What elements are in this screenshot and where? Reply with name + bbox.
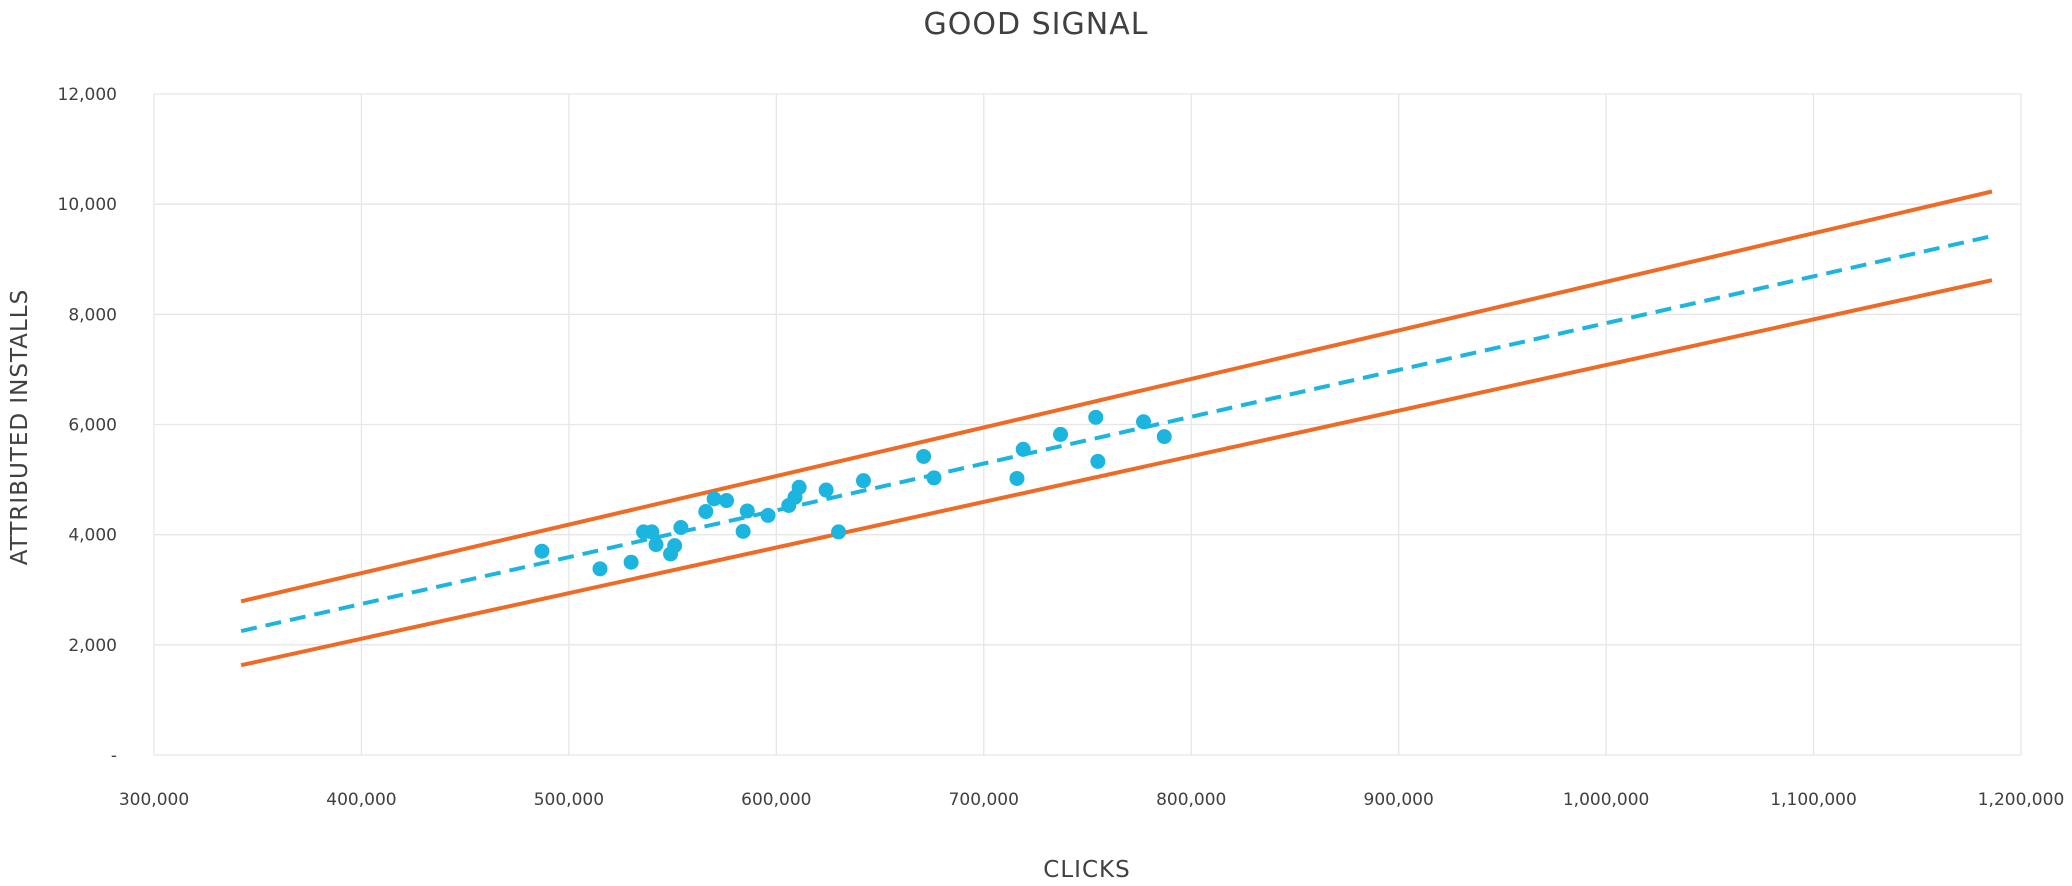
x-tick-label: 700,000: [949, 790, 1019, 810]
x-tick-label: 300,000: [119, 790, 189, 810]
y-tick-label: 10,000: [58, 195, 117, 215]
x-axis-ticks: 300,000 400,000 500,000 600,000 700,000 800,0…: [119, 790, 2064, 810]
data-point: [1090, 453, 1106, 469]
y-tick-label: -: [111, 746, 117, 766]
data-point: [1015, 441, 1031, 457]
data-point: [1053, 426, 1069, 442]
x-axis-title: CLICKS: [1043, 857, 1130, 883]
data-point: [706, 491, 722, 507]
y-tick-label: 12,000: [58, 85, 117, 105]
grid-lines: [153, 93, 2022, 756]
chart-title: GOOD SIGNAL: [924, 7, 1149, 42]
data-point: [831, 524, 847, 540]
y-tick-label: 6,000: [68, 416, 117, 436]
trend-line: [240, 234, 1993, 634]
data-point: [926, 470, 942, 486]
data-point: [667, 538, 683, 554]
data-point: [673, 520, 689, 536]
data-point: [644, 524, 660, 540]
data-point: [916, 448, 932, 464]
data-point: [739, 503, 755, 519]
x-tick-label: 1,200,000: [1978, 790, 2065, 810]
data-point: [855, 473, 871, 489]
data-point: [648, 537, 664, 553]
upper-bound-line: [240, 189, 1993, 604]
data-point: [1088, 409, 1104, 425]
lower-bound-line: [240, 278, 1993, 668]
x-tick-label: 600,000: [741, 790, 811, 810]
data-point: [698, 504, 714, 520]
y-tick-label: 8,000: [68, 305, 117, 325]
y-tick-label: 4,000: [68, 526, 117, 546]
data-point: [592, 561, 608, 577]
x-tick-label: 400,000: [326, 790, 396, 810]
data-point: [1136, 414, 1152, 430]
data-point: [534, 543, 550, 559]
data-series: [240, 189, 1993, 668]
data-point: [818, 482, 834, 498]
y-axis-title: ATTRIBUTED INSTALLS: [7, 289, 33, 565]
data-point: [791, 479, 807, 495]
data-point: [1156, 429, 1172, 445]
y-axis-ticks: - 2,000 4,000 6,000 8,000 10,000 12,000: [58, 85, 117, 766]
x-tick-label: 800,000: [1156, 790, 1226, 810]
x-tick-label: 900,000: [1364, 790, 1434, 810]
data-point: [719, 493, 735, 509]
x-tick-label: 1,100,000: [1770, 790, 1857, 810]
x-tick-label: 500,000: [534, 790, 604, 810]
data-point: [760, 507, 776, 523]
data-point: [1009, 470, 1025, 486]
y-tick-label: 2,000: [68, 636, 117, 656]
data-point: [735, 523, 751, 539]
x-tick-label: 1,000,000: [1563, 790, 1650, 810]
data-point: [623, 554, 639, 570]
